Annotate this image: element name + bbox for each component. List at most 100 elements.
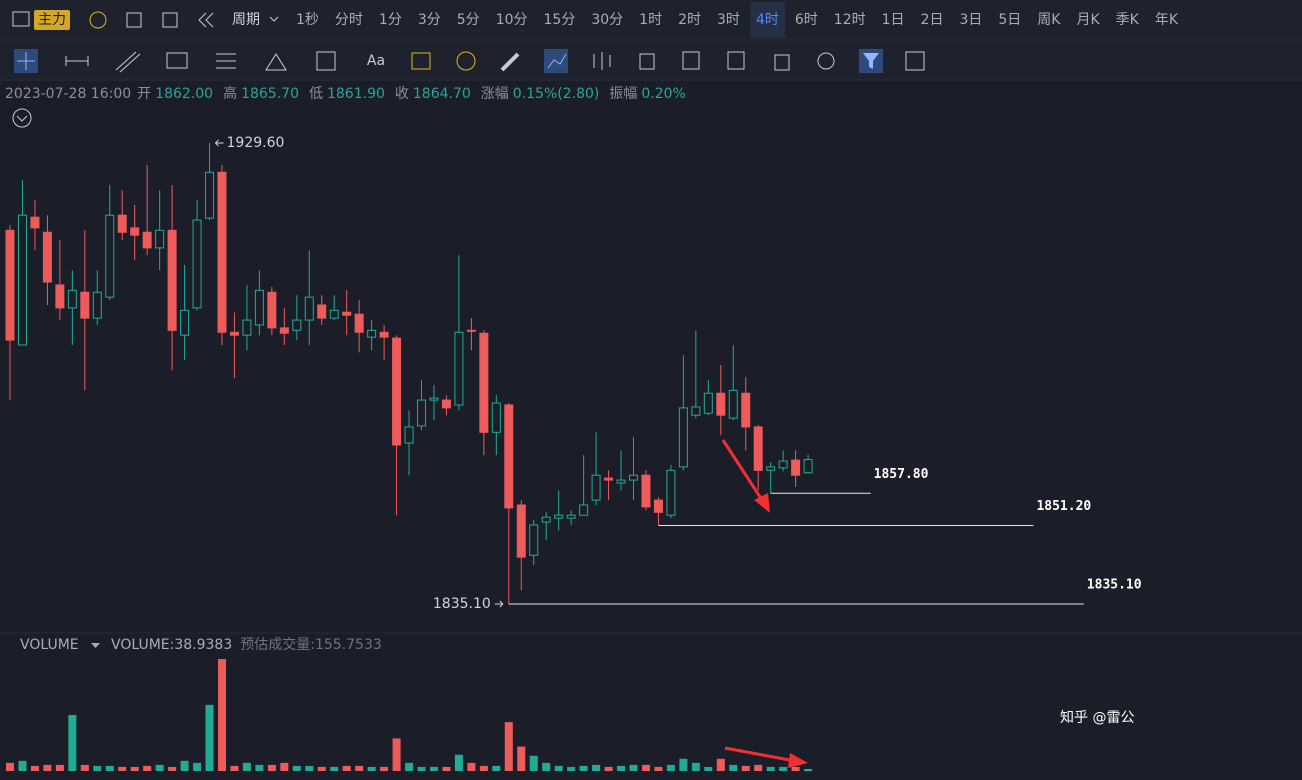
layout-icon[interactable] — [162, 12, 178, 28]
measure-tool[interactable] — [316, 51, 336, 71]
volume-bar — [554, 765, 563, 771]
watermark: 知乎 @雷公 — [1060, 709, 1134, 726]
back-icon[interactable] — [198, 12, 214, 28]
interval[interactable]: 4时 — [756, 12, 779, 28]
volume-bar — [155, 764, 164, 771]
interval[interactable]: 3分 — [418, 12, 441, 28]
volume-bar — [30, 765, 39, 771]
volume-bar — [6, 762, 14, 771]
volume-bar — [604, 766, 613, 771]
indicator-badge[interactable] — [34, 10, 70, 30]
info-value: 0.15%(2.80) — [513, 86, 600, 102]
info-value: 1865.70 — [241, 86, 299, 102]
info-label: 收 — [395, 86, 409, 102]
interval[interactable]: 5日 — [998, 12, 1021, 28]
candle-body — [791, 459, 801, 476]
active-tool-icon — [547, 53, 567, 69]
candle-body — [42, 231, 52, 283]
candle-body — [429, 397, 439, 401]
volume-bar — [205, 704, 214, 771]
volume-bar — [380, 766, 389, 771]
info-datetime: 2023-07-28 16:00 — [5, 86, 131, 102]
interval[interactable]: 1秒 — [296, 12, 319, 28]
interval[interactable]: 3日 — [959, 12, 982, 28]
candle-body — [304, 296, 314, 321]
candle-body — [753, 426, 763, 471]
lock-tool[interactable] — [639, 53, 655, 70]
volume-bar — [666, 764, 675, 771]
volume-readout: 38.9383 — [174, 637, 232, 653]
volume-bar — [716, 758, 725, 771]
chart: 1929.60 1835.10 1857.80 1851.20 1835.10 — [5, 135, 1142, 771]
volume-bar — [529, 755, 538, 771]
interval[interactable]: 1时 — [639, 12, 662, 28]
volume-bar — [267, 764, 276, 771]
magnet-tool[interactable] — [456, 51, 476, 71]
text-tool[interactable]: Aa — [367, 53, 385, 69]
candle-body — [367, 329, 377, 338]
delete-tool[interactable] — [774, 54, 790, 71]
indicator[interactable]: 主力 — [38, 12, 66, 28]
interval[interactable]: 12时 — [834, 12, 866, 28]
interval[interactable]: 15分 — [544, 12, 576, 28]
period-label[interactable]: 周期 — [232, 12, 260, 28]
calendar-icon[interactable] — [126, 12, 142, 28]
candle-body — [130, 227, 140, 236]
volume-bar — [791, 766, 800, 771]
ray-tool[interactable] — [65, 56, 89, 66]
copy-tool[interactable] — [682, 51, 700, 70]
candle-body — [479, 332, 489, 433]
collapse-button[interactable] — [12, 108, 32, 128]
interval[interactable]: 1分 — [379, 12, 402, 28]
volume-bar — [193, 762, 202, 771]
interval[interactable]: 2时 — [678, 12, 701, 28]
link-tool[interactable] — [817, 52, 835, 70]
candle-body — [678, 407, 688, 468]
candle-body — [205, 171, 215, 219]
volume-bar — [180, 760, 189, 771]
sync-tool[interactable] — [905, 51, 925, 71]
interval[interactable]: 年K — [1155, 12, 1179, 28]
interval[interactable]: 分时 — [335, 12, 363, 28]
volume-bar — [330, 766, 339, 771]
pattern-tool[interactable] — [265, 53, 287, 71]
fib-tool[interactable] — [216, 53, 236, 69]
candle-body — [616, 479, 626, 484]
interval[interactable]: 周K — [1037, 12, 1061, 28]
interval[interactable]: 季K — [1116, 12, 1140, 28]
interval[interactable]: 5分 — [457, 12, 480, 28]
parallel-tool[interactable] — [115, 51, 141, 73]
candle-tool[interactable] — [593, 52, 611, 70]
volume-bar — [754, 764, 763, 771]
candle-body — [217, 171, 227, 333]
interval[interactable]: 月K — [1076, 12, 1100, 28]
rect-tool[interactable] — [166, 52, 188, 69]
candle-body — [354, 313, 364, 333]
interval[interactable]: 10分 — [496, 12, 528, 28]
ruler-tool[interactable] — [411, 52, 431, 70]
interval[interactable]: 30分 — [591, 12, 623, 28]
info-value: 1864.70 — [413, 86, 471, 102]
pen-tool[interactable] — [500, 52, 520, 72]
candle-body — [554, 514, 564, 519]
filter-icon — [863, 53, 879, 69]
interval[interactable]: 3时 — [717, 12, 740, 28]
volume-bar — [504, 722, 513, 771]
volume-bar — [355, 765, 364, 771]
volume-bar — [317, 766, 326, 771]
volume-bar — [442, 766, 451, 771]
candle-body — [329, 309, 339, 319]
volume-dropdown[interactable] — [91, 643, 100, 648]
dropdown-icon[interactable] — [269, 16, 279, 22]
volume-bar — [392, 738, 401, 771]
candle-body — [529, 524, 539, 556]
interval[interactable]: 1日 — [882, 12, 905, 28]
edit-tool[interactable] — [727, 51, 745, 70]
flash-icon[interactable] — [89, 11, 107, 29]
interval[interactable]: 2日 — [921, 12, 944, 28]
candle-body — [653, 499, 663, 513]
chart-icon[interactable] — [12, 11, 30, 27]
interval[interactable]: 6时 — [795, 12, 818, 28]
volume-bar — [479, 765, 488, 771]
